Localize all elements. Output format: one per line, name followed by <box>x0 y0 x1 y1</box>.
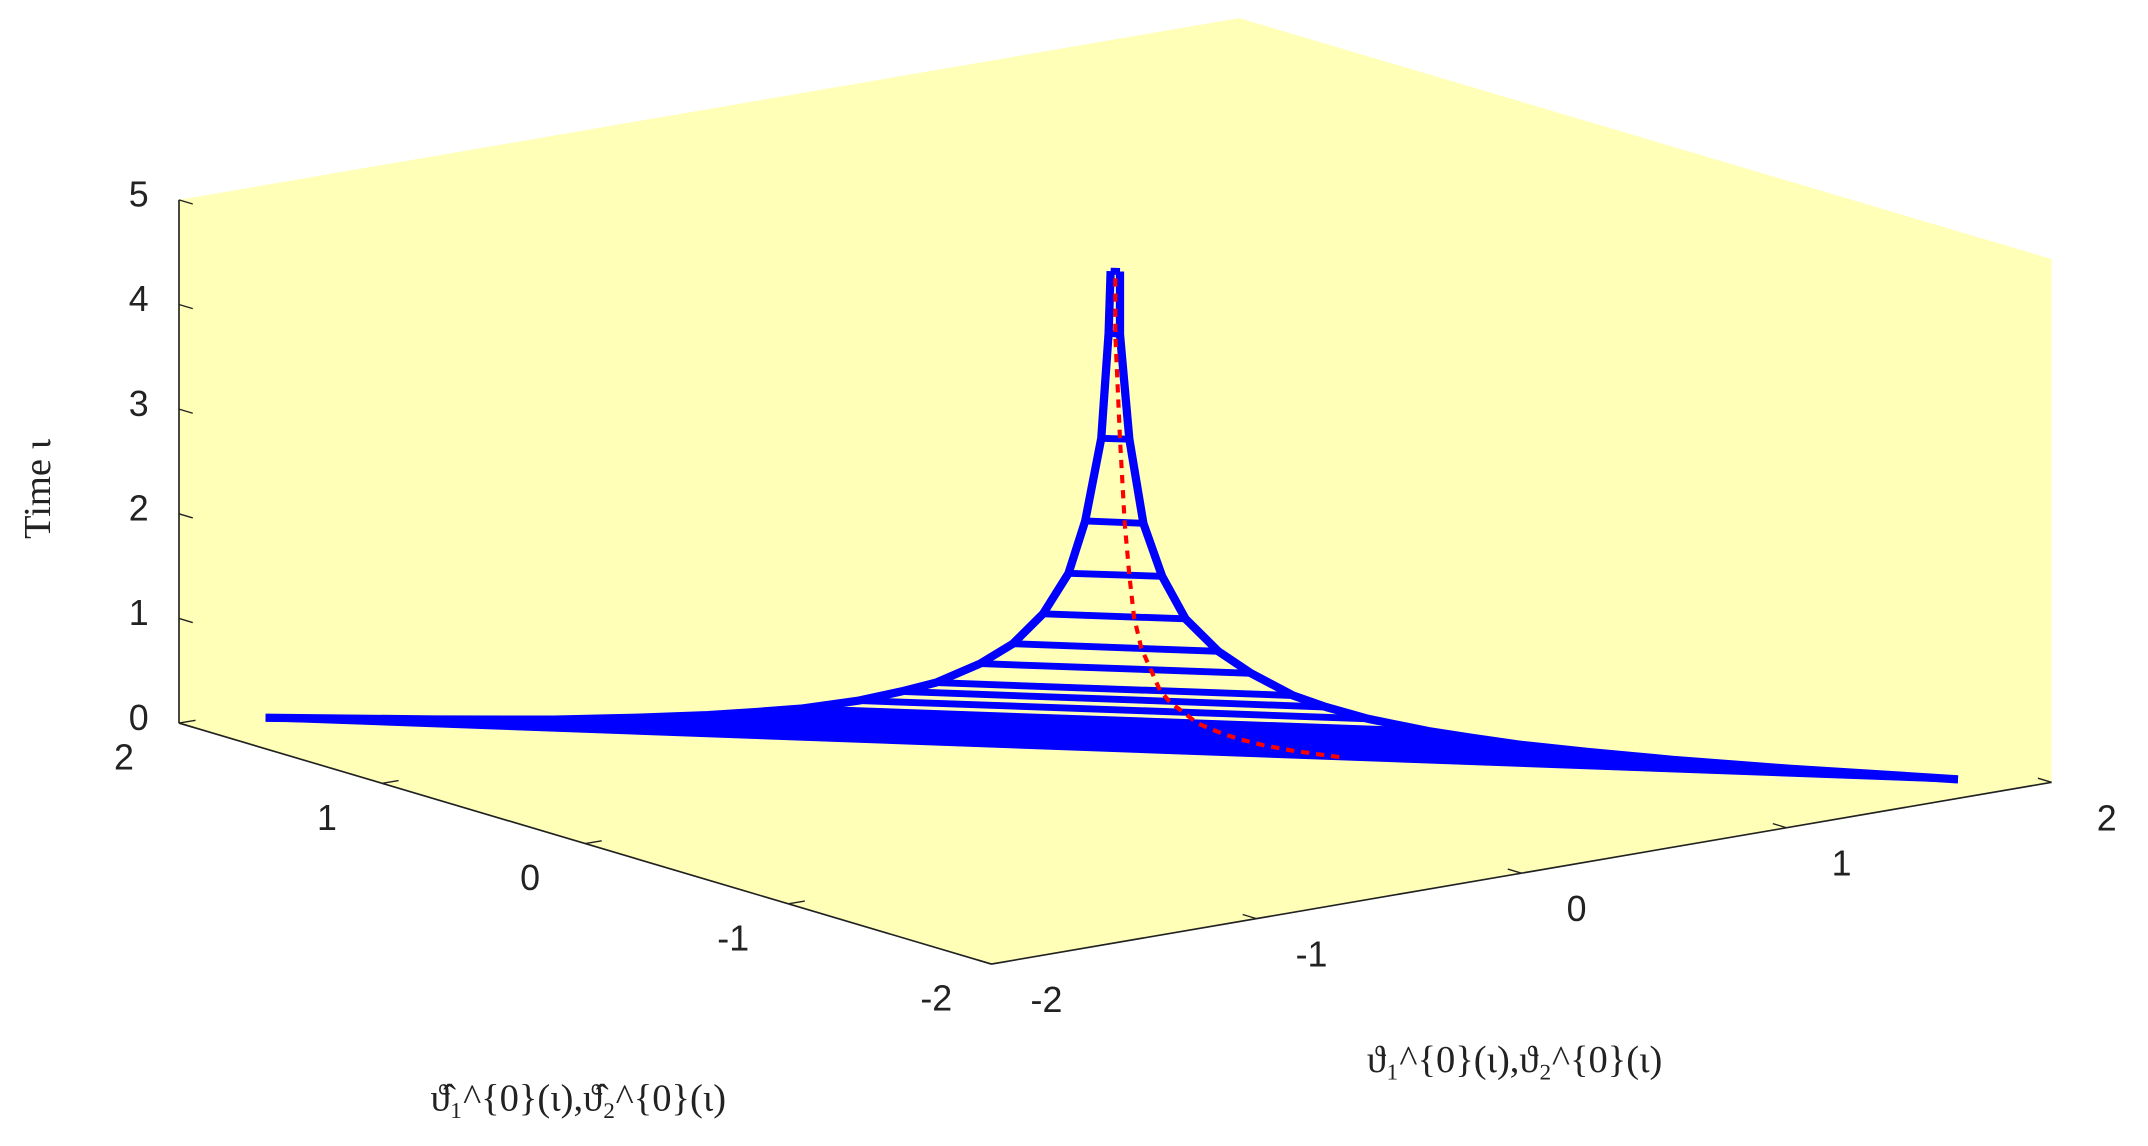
plot-area <box>265 267 1959 784</box>
y-tick <box>178 719 196 724</box>
trajectory <box>265 271 1115 724</box>
time-segment <box>553 716 1673 764</box>
y-tick-label: 1 <box>317 798 337 838</box>
plot-background <box>179 18 2052 965</box>
x-tick <box>1242 913 1257 920</box>
y-tick-label: -1 <box>717 918 749 958</box>
z-tick <box>178 408 193 414</box>
time-segment <box>707 711 1519 748</box>
z-tick <box>178 199 193 205</box>
time-segment <box>1042 610 1186 623</box>
time-segment <box>435 716 1790 773</box>
time-segment <box>640 714 1589 756</box>
z-tick-label: 1 <box>129 593 149 633</box>
time-segment <box>1068 569 1163 580</box>
y-tick <box>585 840 602 845</box>
y-tick-label: 2 <box>114 738 134 778</box>
x-tick-label: 1 <box>1832 844 1852 884</box>
x-axis-label: ϑ₁^{0}(ι),ϑ₂^{0}(ι) <box>1367 1039 1663 1081</box>
z-axis-label: Time ι <box>17 438 59 539</box>
x-tick <box>1772 822 1787 829</box>
z-tick <box>178 617 193 624</box>
x-tick <box>2037 777 2052 783</box>
trajectory <box>1115 271 1959 784</box>
time-segment <box>980 660 1252 677</box>
time-segment <box>265 714 1959 783</box>
x-tick-label: -1 <box>1296 935 1328 975</box>
z-tick-label: 5 <box>129 175 149 215</box>
z-tick-label: 2 <box>129 488 149 528</box>
y-axis-label: ϑ̂₁^{0}(ι),ϑ̂₂^{0}(ι) <box>431 1078 727 1120</box>
y-tick-label: -2 <box>920 979 952 1019</box>
z-tick-label: 0 <box>129 698 149 738</box>
z-tick-label: 4 <box>129 279 149 319</box>
z-tick <box>178 722 193 728</box>
time-segment <box>756 708 1472 742</box>
x-tick-label: 2 <box>2097 798 2117 838</box>
time-segment <box>800 705 1430 735</box>
y-tick <box>381 779 399 785</box>
time-segment <box>935 679 1294 699</box>
time-segment <box>1085 517 1144 527</box>
y-tick-label: 0 <box>520 858 540 898</box>
time-segment <box>901 688 1327 711</box>
x-tick-label: 0 <box>1567 889 1587 929</box>
time-segment <box>1012 640 1219 655</box>
z-tick <box>178 513 193 519</box>
y-tick <box>991 960 1009 965</box>
x-tick <box>1507 868 1522 874</box>
time-segment <box>1101 434 1130 443</box>
z-tick <box>178 303 193 310</box>
x-tick <box>977 959 992 965</box>
z-tick-label: 3 <box>129 384 149 424</box>
trajectory <box>1113 271 1340 760</box>
x-tick-label: -2 <box>1031 980 1063 1020</box>
y-tick <box>788 900 805 905</box>
time-segment <box>858 697 1369 723</box>
